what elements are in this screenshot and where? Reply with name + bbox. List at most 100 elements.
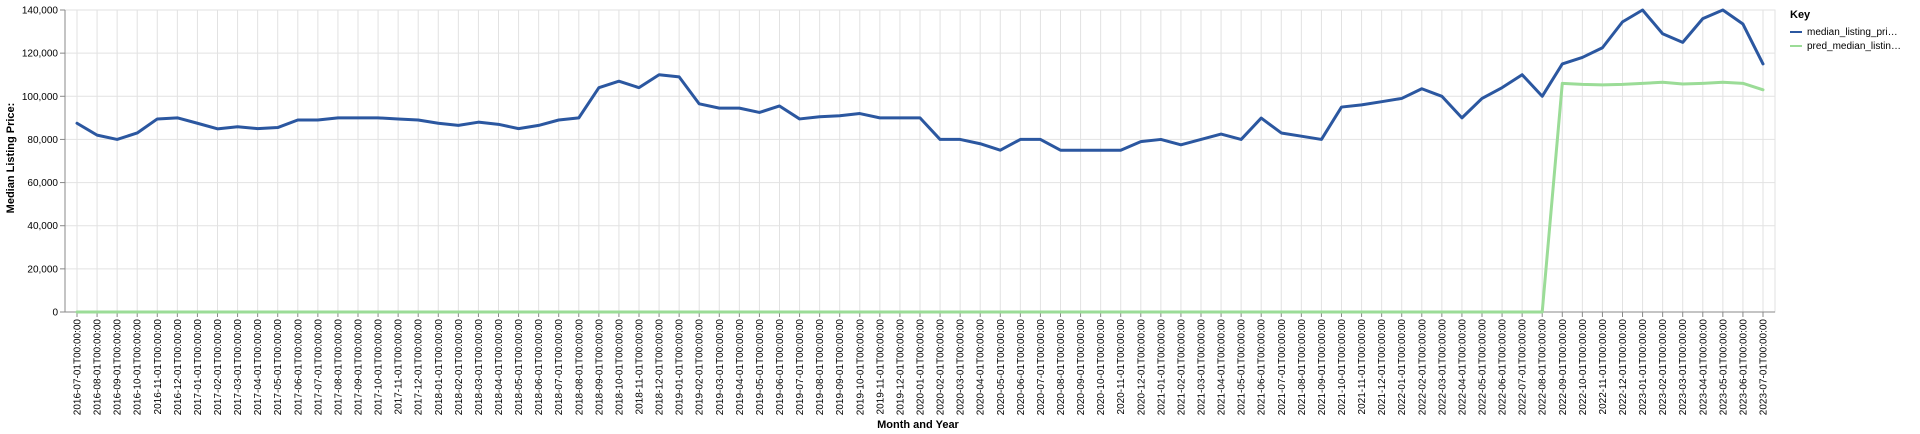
y-tick-label: 20,000 xyxy=(27,264,58,275)
x-tick-label: 2019-10-01T00:00:00 xyxy=(855,319,866,416)
x-tick-label: 2017-04-01T00:00:00 xyxy=(253,319,264,416)
y-tick-label: 0 xyxy=(52,308,58,319)
gridlines xyxy=(64,9,1776,313)
series-line-predicted xyxy=(75,80,1765,314)
x-tick-label: 2018-07-01T00:00:00 xyxy=(554,319,565,416)
y-tick-label: 60,000 xyxy=(27,178,58,189)
x-tick-label: 2019-08-01T00:00:00 xyxy=(815,319,826,416)
x-tick-label: 2017-12-01T00:00:00 xyxy=(414,319,425,416)
x-tick-label: 2023-03-01T00:00:00 xyxy=(1678,319,1689,416)
series-line-actual xyxy=(75,8,1765,152)
x-tick-label: 2022-10-01T00:00:00 xyxy=(1578,319,1589,416)
x-tick-label: 2016-12-01T00:00:00 xyxy=(173,319,184,416)
x-tick-label: 2018-04-01T00:00:00 xyxy=(494,319,505,416)
x-tick-label: 2020-08-01T00:00:00 xyxy=(1056,319,1067,416)
x-tick-label: 2020-04-01T00:00:00 xyxy=(976,319,987,416)
x-tick-label: 2022-08-01T00:00:00 xyxy=(1538,319,1549,416)
x-tick-label: 2016-10-01T00:00:00 xyxy=(133,319,144,416)
y-tick-label: 80,000 xyxy=(27,135,58,146)
x-tick-label: 2023-02-01T00:00:00 xyxy=(1658,319,1669,416)
x-tick-label: 2017-10-01T00:00:00 xyxy=(374,319,385,416)
x-tick-label: 2020-05-01T00:00:00 xyxy=(996,319,1007,416)
x-tick-label: 2021-01-01T00:00:00 xyxy=(1156,319,1167,416)
x-tick-label: 2022-05-01T00:00:00 xyxy=(1478,319,1489,416)
y-tick-label: 100,000 xyxy=(22,92,59,103)
x-tick-label: 2018-01-01T00:00:00 xyxy=(434,319,445,416)
x-tick-label: 2020-07-01T00:00:00 xyxy=(1036,319,1047,416)
x-tick-label: 2023-04-01T00:00:00 xyxy=(1698,319,1709,416)
y-tick-label: 40,000 xyxy=(27,221,58,232)
legend-label-predicted: pred_median_listin… xyxy=(1807,41,1901,52)
legend: Key median_listing_pri… pred_median_list… xyxy=(1790,9,1901,52)
x-tick-label: 2018-09-01T00:00:00 xyxy=(594,319,605,416)
x-tick-label: 2020-03-01T00:00:00 xyxy=(956,319,967,416)
x-tick-label: 2018-05-01T00:00:00 xyxy=(514,319,525,416)
x-tick-label: 2019-07-01T00:00:00 xyxy=(795,319,806,416)
x-tick-label: 2016-08-01T00:00:00 xyxy=(93,319,104,416)
x-tick-label: 2020-12-01T00:00:00 xyxy=(1136,319,1147,416)
x-tick-label: 2017-05-01T00:00:00 xyxy=(273,319,284,416)
x-tick-label: 2021-04-01T00:00:00 xyxy=(1217,319,1228,416)
y-axis-title: Median Listing Price: xyxy=(5,103,17,214)
x-tick-label: 2022-02-01T00:00:00 xyxy=(1417,319,1428,416)
x-tick-label: 2022-12-01T00:00:00 xyxy=(1618,319,1629,416)
x-tick-label: 2021-02-01T00:00:00 xyxy=(1176,319,1187,416)
x-tick-label: 2018-02-01T00:00:00 xyxy=(454,319,465,416)
x-tick-label: 2023-01-01T00:00:00 xyxy=(1638,319,1649,416)
x-tick-label: 2020-11-01T00:00:00 xyxy=(1116,319,1127,415)
x-tick-label: 2020-10-01T00:00:00 xyxy=(1096,319,1107,416)
x-tick-label: 2022-09-01T00:00:00 xyxy=(1558,319,1569,416)
y-tick-label: 140,000 xyxy=(22,6,59,17)
legend-title: Key xyxy=(1790,9,1811,21)
x-tick-label: 2021-11-01T00:00:00 xyxy=(1357,319,1368,415)
x-tick-label: 2020-09-01T00:00:00 xyxy=(1076,319,1087,416)
legend-label-actual: median_listing_pri… xyxy=(1807,27,1898,38)
x-tick-label: 2020-06-01T00:00:00 xyxy=(1016,319,1027,416)
x-tick-label: 2019-09-01T00:00:00 xyxy=(835,319,846,416)
x-tick-label: 2022-03-01T00:00:00 xyxy=(1437,319,1448,416)
x-tick-label: 2017-06-01T00:00:00 xyxy=(293,319,304,416)
x-tick-label: 2021-09-01T00:00:00 xyxy=(1317,319,1328,416)
x-tick-label: 2021-06-01T00:00:00 xyxy=(1257,319,1268,416)
x-tick-label: 2023-06-01T00:00:00 xyxy=(1738,319,1749,416)
x-tick-label: 2021-03-01T00:00:00 xyxy=(1197,319,1208,416)
x-tick-label: 2019-06-01T00:00:00 xyxy=(775,319,786,416)
x-tick-label: 2022-06-01T00:00:00 xyxy=(1498,319,1509,416)
x-axis-title: Month and Year xyxy=(877,419,959,431)
x-tick-label: 2023-07-01T00:00:00 xyxy=(1759,319,1770,416)
x-tick-label: 2021-08-01T00:00:00 xyxy=(1297,319,1308,416)
x-tick-label: 2017-01-01T00:00:00 xyxy=(193,319,204,416)
x-tick-label: 2021-10-01T00:00:00 xyxy=(1337,319,1348,416)
x-tick-label: 2019-12-01T00:00:00 xyxy=(895,319,906,416)
x-tick-label: 2017-07-01T00:00:00 xyxy=(313,319,324,416)
x-tick-label: 2022-04-01T00:00:00 xyxy=(1457,319,1468,416)
x-tick-label: 2018-10-01T00:00:00 xyxy=(614,319,625,416)
x-tick-label: 2021-05-01T00:00:00 xyxy=(1237,319,1248,416)
x-tick-label: 2019-11-01T00:00:00 xyxy=(875,319,886,415)
x-tick-label: 2019-05-01T00:00:00 xyxy=(755,319,766,416)
x-tick-label: 2019-03-01T00:00:00 xyxy=(715,319,726,416)
x-tick-label: 2019-04-01T00:00:00 xyxy=(735,319,746,416)
x-tick-label: 2018-08-01T00:00:00 xyxy=(574,319,585,416)
x-tick-label: 2022-01-01T00:00:00 xyxy=(1397,319,1408,416)
x-tick-label: 2021-07-01T00:00:00 xyxy=(1277,319,1288,416)
x-tick-label: 2017-02-01T00:00:00 xyxy=(213,319,224,416)
x-tick-label: 2020-01-01T00:00:00 xyxy=(916,319,927,416)
x-tick-label: 2016-09-01T00:00:00 xyxy=(113,319,124,416)
x-tick-label: 2017-09-01T00:00:00 xyxy=(354,319,365,416)
x-tick-label: 2021-12-01T00:00:00 xyxy=(1377,319,1388,416)
x-tick-label: 2018-12-01T00:00:00 xyxy=(655,319,666,416)
x-tick-label: 2018-11-01T00:00:00 xyxy=(635,319,646,415)
axes: Median Listing Price: Month and Year 0 20… xyxy=(5,6,1775,431)
series-lines xyxy=(75,8,1765,314)
x-tick-label: 2022-11-01T00:00:00 xyxy=(1598,319,1609,415)
x-tick-label: 2017-08-01T00:00:00 xyxy=(333,319,344,416)
y-tick-label: 120,000 xyxy=(22,49,59,60)
x-tick-label: 2023-05-01T00:00:00 xyxy=(1718,319,1729,416)
x-tick-label: 2018-06-01T00:00:00 xyxy=(534,319,545,416)
x-tick-label: 2018-03-01T00:00:00 xyxy=(474,319,485,416)
x-tick-label: 2022-07-01T00:00:00 xyxy=(1518,319,1529,416)
x-tick-label: 2019-01-01T00:00:00 xyxy=(675,319,686,416)
